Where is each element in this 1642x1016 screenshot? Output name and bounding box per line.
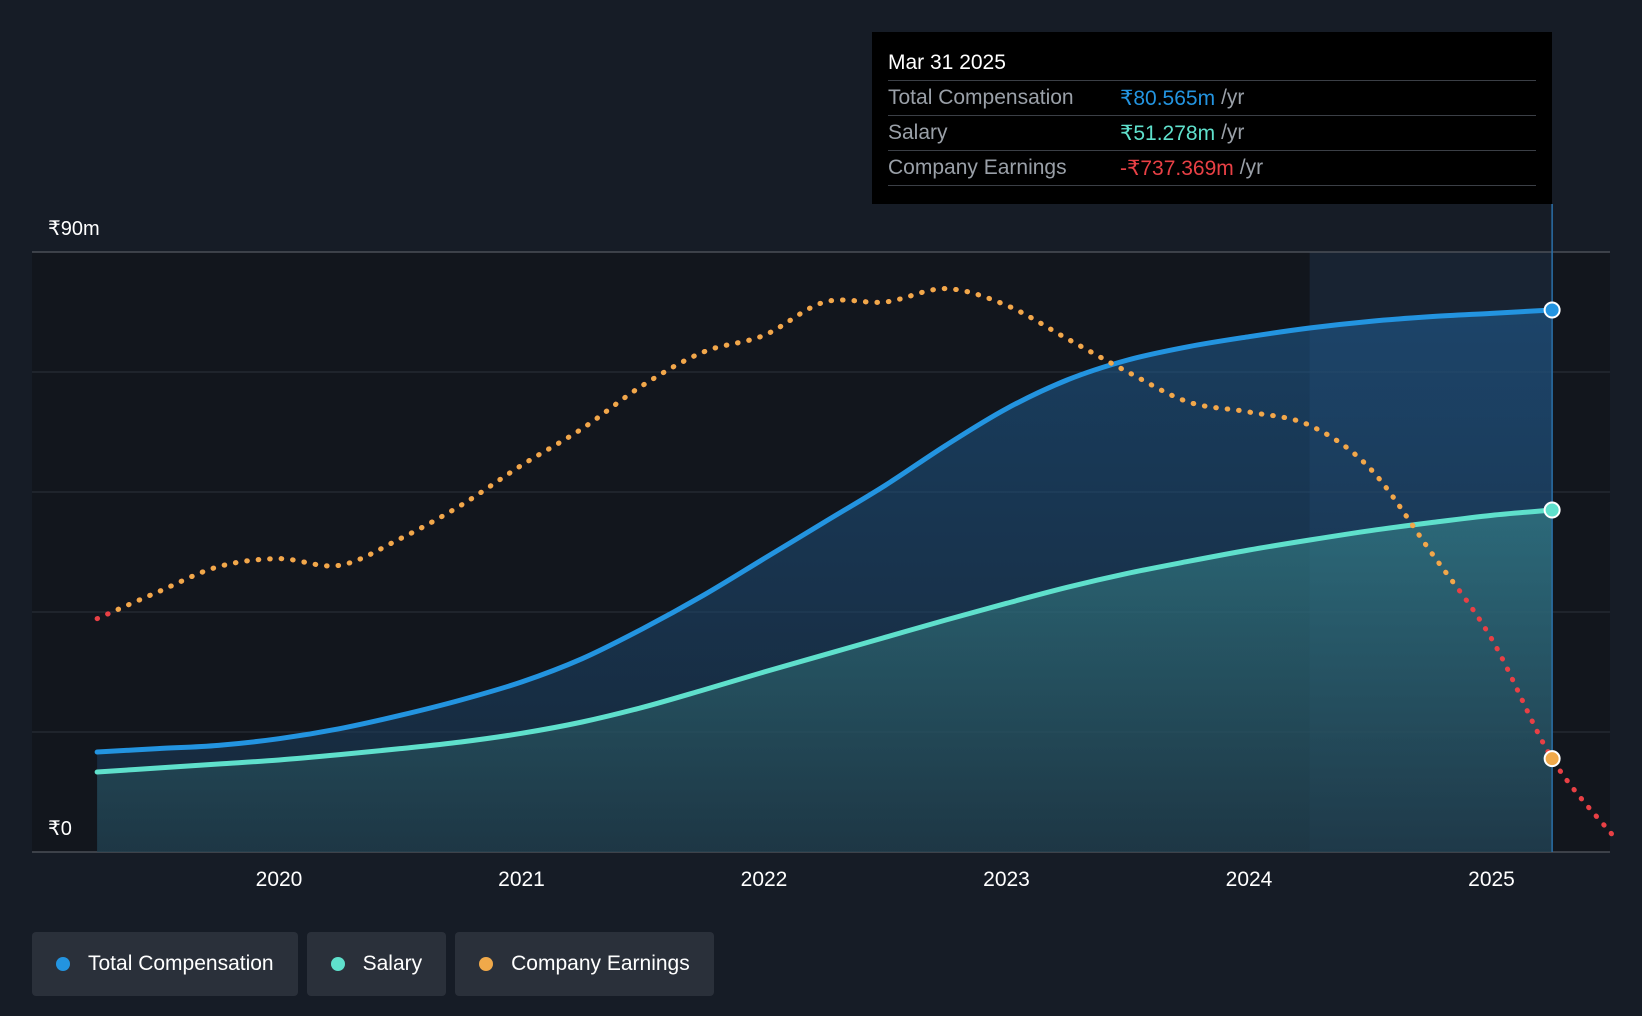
salary-line [94,507,1555,775]
tooltip-unit: /yr [1221,121,1245,144]
y-axis-label-top: ₹90m [48,218,100,240]
x-tick-label: 2020 [256,868,303,891]
legend-item-total-compensation[interactable]: Total Compensation [32,932,298,996]
salary-marker [1543,501,1561,519]
tooltip: Mar 31 2025 Total Compensation ₹80.565m … [872,32,1552,204]
legend-item-salary[interactable]: Salary [306,932,447,996]
legend-dot-icon [330,957,345,971]
total-compensation-line [94,307,1555,755]
legend-dot-icon [479,957,494,971]
x-tick-label: 2023 [983,868,1030,891]
tooltip-label: Salary [888,121,948,144]
tooltip-unit: /yr [1221,86,1245,109]
salary-area [97,510,1553,852]
tooltip-label: Total Compensation [888,86,1074,109]
tooltip-value: ₹51.278m [1120,121,1216,145]
x-tick-label: 2021 [498,868,545,891]
legend: Total Compensation Salary Company Earnin… [32,932,714,996]
legend-item-company-earnings[interactable]: Company Earnings [455,932,714,996]
tooltip-row-company-earnings: Company Earnings -₹737.369m /yr [888,151,1536,186]
tooltip-value: -₹737.369m [1120,156,1234,180]
legend-label: Company Earnings [511,952,690,975]
company-earnings-marker [1543,750,1561,768]
x-tick-label: 2024 [1226,868,1273,891]
tooltip-unit: /yr [1239,156,1264,179]
tooltip-value: ₹80.565m [1120,86,1216,110]
company-earnings-line [111,286,1456,616]
legend-dot-icon [56,957,70,971]
legend-label: Total Compensation [88,952,274,975]
y-axis-label-bottom: ₹0 [48,818,72,840]
total-compensation-marker [1543,301,1561,319]
legend-label: Salary [362,952,423,975]
tooltip-row-total-compensation: Total Compensation ₹80.565m /yr [888,81,1536,116]
tooltip-date: Mar 31 2025 [888,46,1536,81]
tooltip-label: Company Earnings [888,156,1067,179]
x-tick-label: 2025 [1468,868,1515,891]
x-tick-label: 2022 [741,868,788,891]
tooltip-row-salary: Salary ₹51.278m /yr [888,116,1536,151]
